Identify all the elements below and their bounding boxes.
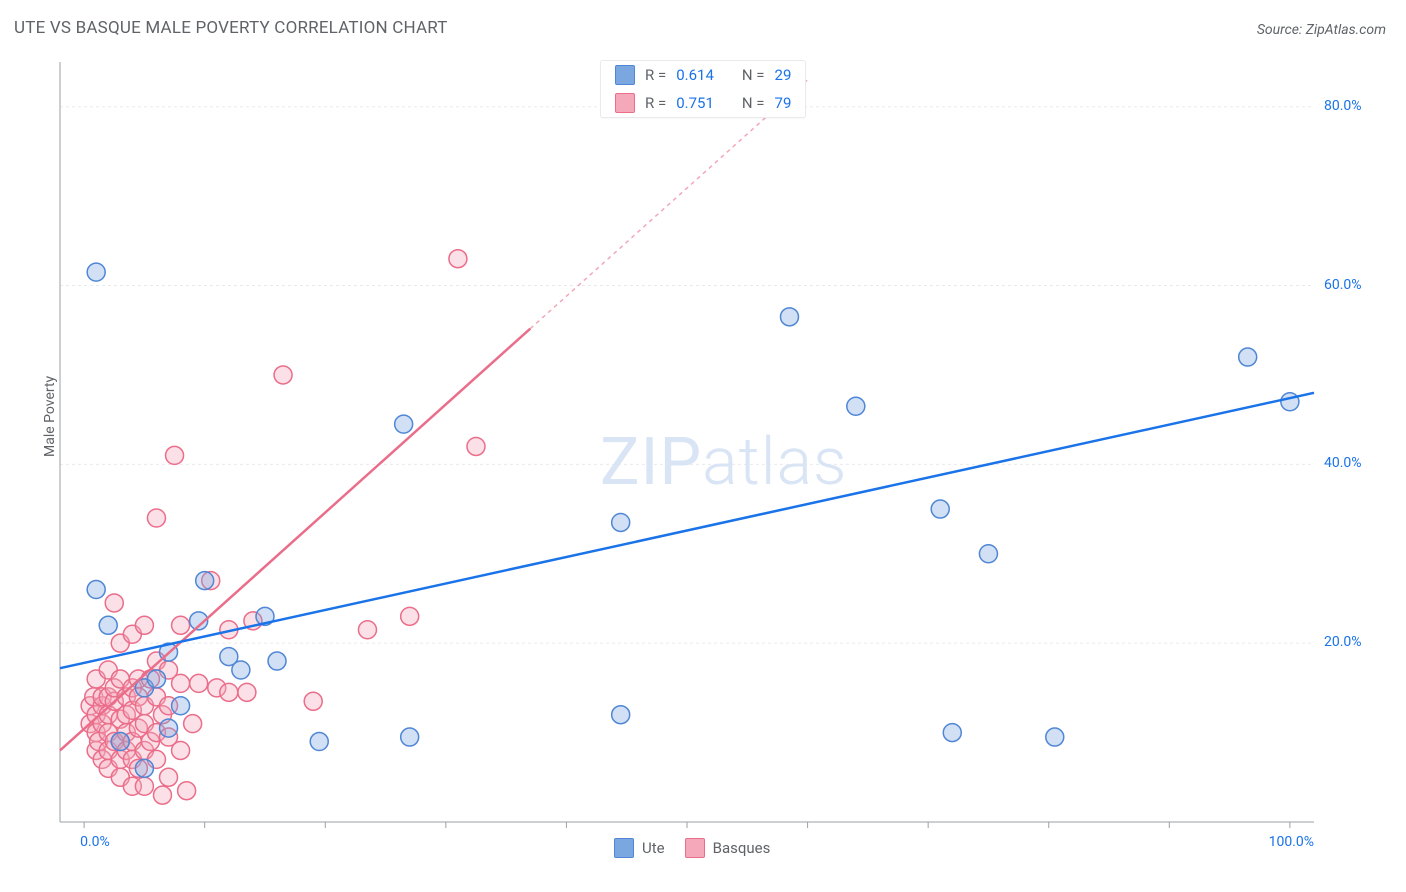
swatch-ute [614,838,634,858]
swatch-ute [615,65,635,85]
legend-stats-ute: R = 0.614 N = 29 [601,61,805,89]
n-value-ute: 29 [775,66,792,84]
y-tick-label: 40.0% [1324,455,1362,471]
scatter-plot [44,52,1384,862]
x-tick-label: 0.0% [80,834,110,850]
n-label: N = [742,66,765,84]
legend-item-basques: Basques [685,838,771,858]
source-label: Source: ZipAtlas.com [1257,22,1386,38]
legend-item-ute: Ute [614,838,665,858]
y-tick-label: 20.0% [1324,634,1362,650]
legend-stats: R = 0.614 N = 29 R = 0.751 N = 79 [600,60,806,118]
swatch-basques [685,838,705,858]
n-label: N = [742,94,765,112]
y-tick-label: 80.0% [1324,98,1362,114]
swatch-basques [615,93,635,113]
y-tick-label: 60.0% [1324,277,1362,293]
chart-title: UTE VS BASQUE MALE POVERTY CORRELATION C… [14,18,448,38]
r-label: R = [645,66,666,84]
legend-label-ute: Ute [642,839,665,857]
n-value-basques: 79 [775,94,792,112]
r-value-ute: 0.614 [676,66,714,84]
r-value-basques: 0.751 [676,94,714,112]
legend-series: Ute Basques [614,838,770,858]
chart-area: Male Poverty ZIPatlas R = 0.614 N = 29 R… [44,52,1384,862]
legend-label-basques: Basques [713,839,771,857]
r-label: R = [645,94,666,112]
legend-stats-basques: R = 0.751 N = 79 [601,89,805,117]
x-tick-label: 100.0% [1269,834,1314,850]
